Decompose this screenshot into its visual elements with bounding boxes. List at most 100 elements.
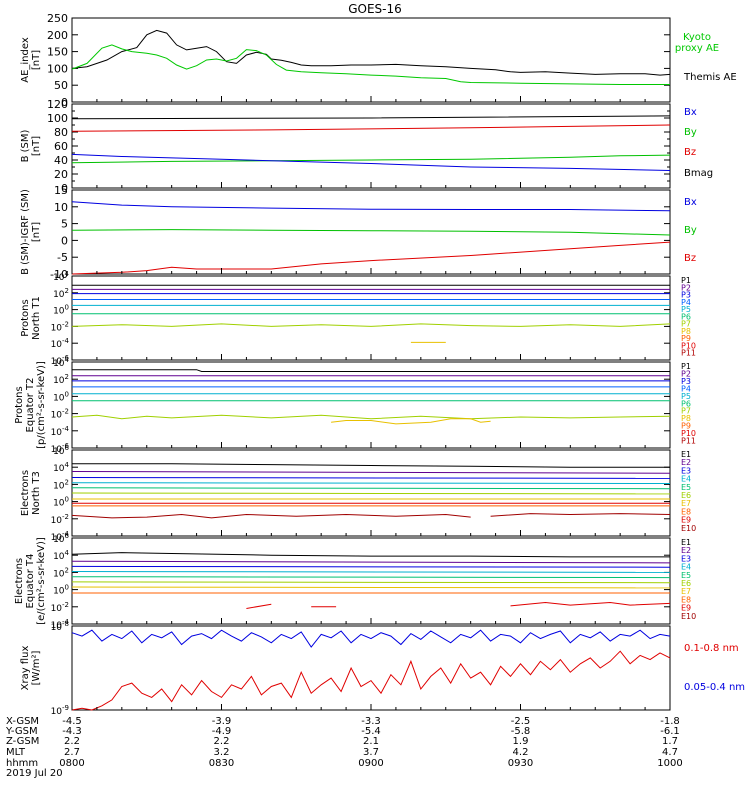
series-line-by: [71, 229, 671, 236]
y-axis-label: Electrons: [14, 558, 25, 604]
legend-p10: P10: [681, 429, 696, 438]
y-tick-label: 200: [47, 29, 68, 42]
panel-3: -10 -5 0 5 10 15 B (SM)-IGRF (SM) [nT] Bx By Bz: [20, 184, 697, 281]
legend-p5: P5: [681, 305, 691, 314]
y-tick-label: -5: [57, 251, 68, 264]
panel-5: 10-6 10-4 10-2 100 102 104 Protons Equator T2 [p…: [14, 356, 696, 455]
legend-e7: E7: [681, 499, 691, 508]
y-axis-label: Equator T2: [25, 378, 36, 433]
y-axis-label: AE_index: [20, 37, 31, 83]
series-line-themis-ae: [71, 29, 671, 76]
panel-frame: [71, 537, 671, 625]
legend-p5: P5: [681, 392, 691, 401]
x-tick-label: 1000: [657, 758, 682, 769]
series-line-e6: [71, 581, 671, 584]
y-tick-label: 120: [47, 98, 68, 111]
legend-p8: P8: [681, 414, 691, 423]
y-tick-label: 0: [61, 234, 68, 247]
y-axis-label: Xray flux: [20, 646, 31, 691]
x-tick-label: 0830: [209, 758, 234, 769]
series-line-e1: [71, 552, 670, 558]
legend-p11: P11: [681, 437, 696, 446]
series-line-e7: [71, 586, 671, 589]
series-line-bmag: [71, 115, 671, 120]
x-tick-label: 0900: [358, 758, 383, 769]
legend-p11: P11: [681, 349, 696, 358]
y-axis-label: [nT]: [31, 222, 42, 242]
series-line-e4: [71, 571, 671, 573]
date-label: 2019 Jul 20: [6, 768, 63, 779]
y-tick-label: 102: [53, 566, 69, 579]
x-tick-label: -3.3: [361, 716, 381, 727]
legend-e4: E4: [681, 475, 691, 484]
y-tick-label: 10-4: [51, 618, 70, 631]
y-tick-label: 10-4: [51, 530, 70, 543]
panel-frame: [71, 361, 671, 449]
y-tick-label: 0: [61, 96, 68, 109]
legend: Kyoto proxy AE Themis AE: [675, 32, 737, 83]
series-line-p7: [71, 414, 671, 420]
legend-p9: P9: [681, 334, 691, 343]
y-tick-label: 10-6: [51, 442, 70, 455]
legend-0-05-0-4-nm: 0.05-0.4 nm: [684, 682, 745, 693]
legend-e10: E10: [681, 612, 696, 621]
x-row-label-x-gsm: X-GSM: [6, 716, 39, 727]
y-axis-label: Protons: [14, 386, 25, 423]
series-line-e3: [71, 565, 671, 568]
x-row-label-z-gsm: Z-GSM: [6, 736, 39, 747]
legend-e9: E9: [681, 604, 691, 613]
x-tick-label: 1.7: [662, 736, 678, 747]
legend-e6: E6: [681, 491, 691, 500]
legend-p6: P6: [681, 399, 691, 408]
series-line-e10: [71, 513, 471, 519]
y-tick-label: 100: [47, 62, 68, 75]
series-line-e1: [72, 463, 670, 468]
panel-7: 10-4 10-2 100 102 104 106 Electrons Equator T4[…: [14, 532, 696, 631]
panel-frame: [71, 275, 671, 361]
legend-e4: E4: [681, 563, 691, 572]
legend-themis-ae: Themis AE: [683, 72, 737, 83]
y-tick-label: 40: [54, 154, 68, 167]
y-tick-label: 102: [53, 478, 69, 491]
legend-p8: P8: [681, 327, 691, 336]
y-tick-label: 102: [53, 287, 69, 300]
legend-e3: E3: [681, 466, 691, 475]
y-tick-label: 60: [54, 140, 68, 153]
legend-p10: P10: [681, 341, 696, 350]
series-line-e9c: [510, 601, 671, 607]
panel-1: 0 50 100 150 200 250 AE_index [nT] Kyoto proxy AE…: [20, 12, 737, 109]
y-tick-label: 5: [61, 218, 68, 231]
series-line-e10b: [490, 513, 671, 517]
y-axis-label: [nT]: [31, 50, 42, 70]
legend: 0.1-0.8 nm 0.05-0.4 nm: [684, 643, 745, 693]
x-row-label-hhmm: hhmm: [6, 758, 38, 769]
y-tick-label: 80: [54, 126, 68, 139]
y-axis-label: [p/(cm²-s-sr-keV)]: [36, 361, 47, 449]
legend-p6: P6: [681, 312, 691, 321]
legend-p2: P2: [681, 283, 691, 292]
y-tick-label: 104: [53, 270, 69, 283]
series-line-bx: [71, 153, 671, 171]
series-line-kyoto-proxy-ae: [71, 44, 670, 85]
y-tick-label: 10-4: [51, 337, 70, 350]
x-tick-label: -5.4: [361, 726, 381, 737]
legend-e2: E2: [681, 546, 691, 555]
x-tick-label: 3.2: [214, 747, 230, 758]
series-line-p8: [331, 418, 491, 425]
chart-title: GOES-16: [348, 2, 402, 16]
series-line-bz: [71, 124, 671, 132]
y-axis-label: [e/(cm²-s-sr-keV)]: [36, 537, 47, 625]
x-tick-label: -1.8: [660, 716, 680, 727]
y-tick-label: 20: [54, 168, 68, 181]
series-line-e4: [71, 482, 671, 484]
y-tick-label: 104: [53, 549, 69, 562]
legend-p1: P1: [681, 362, 691, 371]
y-tick-label: 10-8: [51, 620, 69, 633]
series-line-0-1-0-8-nm: [71, 629, 671, 648]
y-tick-label: 10-2: [51, 513, 69, 526]
x-tick-label: 0930: [508, 758, 533, 769]
y-tick-label: 10: [54, 201, 68, 214]
legend-e3: E3: [681, 554, 691, 563]
